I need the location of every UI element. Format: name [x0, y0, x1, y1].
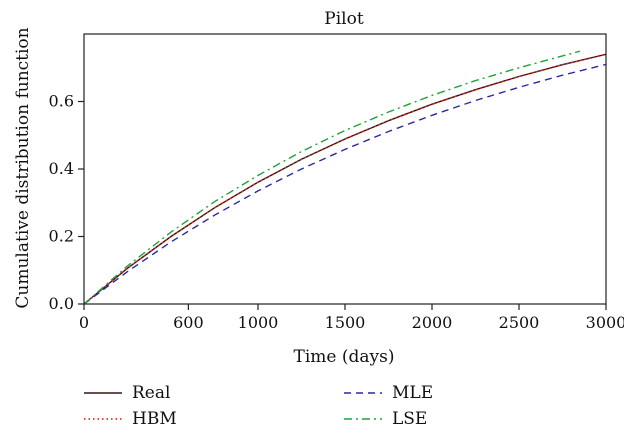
series-line-mle [84, 63, 606, 304]
legend: Real HBM MLE LSE [84, 383, 433, 429]
x-tick-label: 0 [79, 313, 89, 332]
x-tick-label: 3000 [586, 313, 624, 332]
x-tick-label: 1500 [325, 313, 366, 332]
y-tick-label: 0.0 [49, 294, 74, 313]
chart-title: Pilot [324, 9, 364, 29]
legend-label-real: Real [132, 383, 170, 403]
y-tick-label: 0.4 [49, 159, 74, 178]
y-axis: 0.0 0.2 0.4 0.6 [49, 92, 84, 313]
x-axis-label: Time (days) [294, 347, 395, 367]
plot-lines [84, 50, 606, 304]
series-line-hbm [84, 53, 606, 304]
series-line-lse [84, 50, 581, 304]
series-line-real [84, 53, 606, 304]
y-tick-label: 0.2 [49, 227, 74, 246]
legend-label-mle: MLE [392, 383, 433, 403]
x-tick-label: 600 [173, 313, 204, 332]
x-tick-label: 2000 [412, 313, 453, 332]
legend-label-lse: LSE [392, 409, 427, 429]
legend-label-hbm: HBM [132, 409, 177, 429]
x-axis: 0 600 1000 1500 2000 2500 3000 [79, 304, 624, 332]
x-tick-label: 1000 [238, 313, 279, 332]
y-axis-label: Cumulative distribution function [13, 27, 33, 308]
y-tick-label: 0.6 [49, 92, 74, 111]
x-tick-label: 2500 [499, 313, 540, 332]
